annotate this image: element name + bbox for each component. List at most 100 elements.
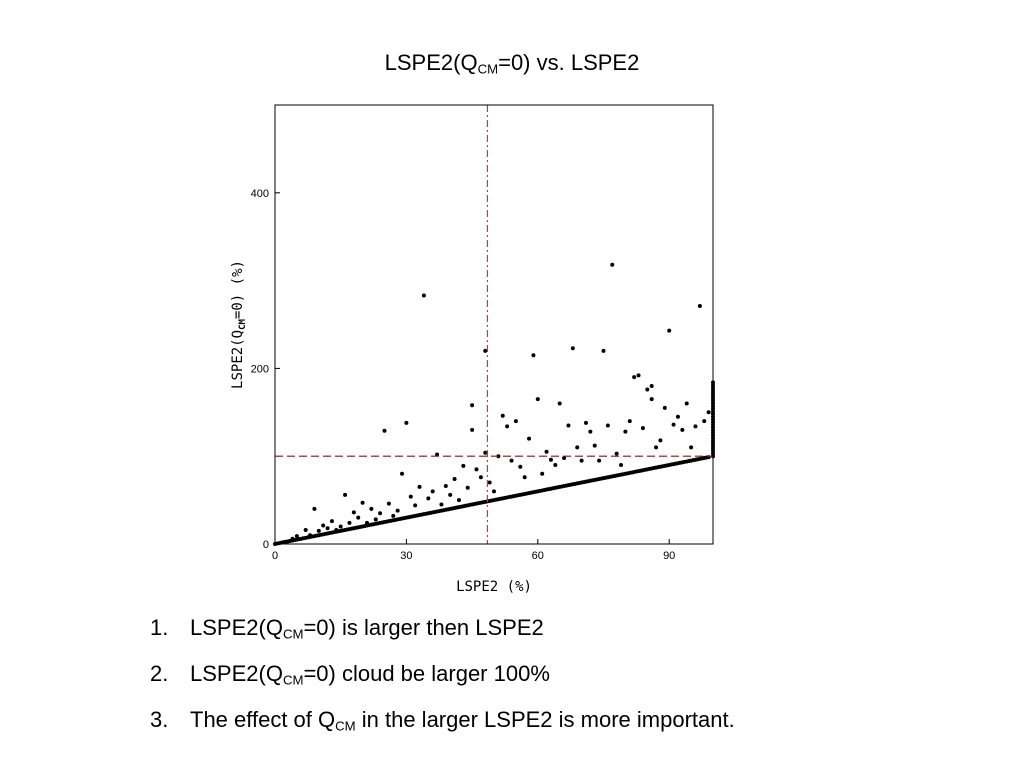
scatter-point xyxy=(544,449,549,454)
scatter-point xyxy=(680,427,685,432)
scatter-point xyxy=(404,420,409,425)
note-item: 1. LSPE2(QCM=0) is larger then LSPE2 xyxy=(150,615,544,642)
scatter-point xyxy=(408,494,413,499)
scatter-point xyxy=(570,346,575,351)
scatter-point xyxy=(548,457,553,462)
scatter-point xyxy=(395,508,400,513)
scatter-point xyxy=(456,498,461,503)
scatter-point xyxy=(356,515,361,520)
scatter-point xyxy=(308,533,313,538)
scatter-point xyxy=(483,348,488,353)
scatter-point xyxy=(697,304,702,309)
scatter-point xyxy=(316,528,321,533)
scatter-point xyxy=(483,450,488,455)
scatter-point xyxy=(443,484,448,489)
scatter-point xyxy=(487,480,492,485)
scatter-point xyxy=(527,436,532,441)
scatter-point xyxy=(640,426,645,431)
slide-title: LSPE2(QCM=0) vs. LSPE2 xyxy=(384,50,640,77)
scatter-point xyxy=(693,424,698,429)
scatter-point xyxy=(325,526,330,531)
scatter-point xyxy=(364,520,369,525)
scatter-point xyxy=(312,506,317,511)
scatter-point xyxy=(706,410,711,415)
scatter-point xyxy=(619,462,624,467)
scatter-point xyxy=(465,485,470,490)
notes-list: 1. LSPE2(QCM=0) is larger then LSPE2 2. LS… xyxy=(150,612,735,750)
scatter-point xyxy=(500,413,505,418)
scatter-point xyxy=(518,464,523,469)
scatter-point xyxy=(562,455,567,460)
scatter-point xyxy=(636,373,641,378)
note-item: 3. The effect of QCM in the larger LSPE2 … xyxy=(150,707,735,734)
scatter-chart: 0 30 60 90 0 200 400 LSPE2 (%) LSPE2(QCM=0) (… xyxy=(230,104,715,595)
scatter-point xyxy=(290,536,295,541)
scatter-point xyxy=(601,348,606,353)
scatter-point xyxy=(535,397,540,402)
y-axis-label: LSPE2(QCM=0) (%) xyxy=(230,260,248,389)
y-ticks: 0 200 400 xyxy=(251,188,280,551)
scatter-point xyxy=(675,414,680,419)
points-layer xyxy=(273,262,715,546)
scatter-point xyxy=(583,420,588,425)
scatter-point xyxy=(492,489,496,494)
scatter-point xyxy=(382,428,387,433)
scatter-point xyxy=(513,419,518,424)
scatter-point xyxy=(413,503,418,508)
scatter-point xyxy=(281,540,286,545)
scatter-point xyxy=(430,489,435,494)
scatter-point xyxy=(662,405,667,410)
y-tick-label: 200 xyxy=(251,363,269,375)
scatter-point xyxy=(329,519,334,524)
scatter-point xyxy=(557,401,562,406)
scatter-point xyxy=(623,429,628,434)
scatter-point xyxy=(689,445,694,450)
scatter-point xyxy=(575,445,580,450)
scatter-point xyxy=(509,458,514,463)
scatter-point xyxy=(658,438,663,443)
scatter-point xyxy=(505,424,510,429)
scatter-point xyxy=(478,475,483,480)
scatter-point xyxy=(435,452,440,457)
x-tick-label: 0 xyxy=(272,550,278,562)
scatter-point xyxy=(474,467,479,472)
scatter-point xyxy=(553,462,558,467)
scatter-point xyxy=(627,419,632,424)
y-tick-label: 0 xyxy=(263,539,269,551)
scatter-point xyxy=(294,534,299,539)
scatter-point xyxy=(588,429,593,434)
scatter-point xyxy=(540,471,545,476)
scatter-point xyxy=(334,527,339,532)
x-axis-label: LSPE2 (%) xyxy=(456,579,532,595)
scatter-point xyxy=(347,520,352,525)
scatter-point xyxy=(461,463,466,468)
scatter-point xyxy=(391,513,396,518)
scatter-point xyxy=(448,492,453,497)
x-tick-label: 90 xyxy=(663,550,675,562)
note-item: 2. LSPE2(QCM=0) cloud be larger 100% xyxy=(150,661,550,688)
scatter-point xyxy=(417,484,422,489)
scatter-point xyxy=(649,397,654,402)
scatter-point xyxy=(426,496,431,501)
scatter-point xyxy=(421,293,426,298)
scatter-point xyxy=(702,419,707,424)
scatter-point xyxy=(614,451,619,456)
scatter-point xyxy=(597,458,602,463)
scatter-point xyxy=(610,262,615,267)
scatter-point xyxy=(369,506,374,511)
y-tick-label: 400 xyxy=(251,188,269,200)
scatter-point xyxy=(531,353,536,358)
scatter-point xyxy=(684,401,689,406)
scatter-point xyxy=(343,492,348,497)
reference-lines xyxy=(275,105,713,544)
scatter-point xyxy=(649,383,654,388)
scatter-point xyxy=(579,458,584,463)
scatter-point xyxy=(645,387,650,392)
scatter-point xyxy=(338,524,343,529)
scatter-point xyxy=(400,471,405,476)
x-tick-label: 60 xyxy=(532,550,544,562)
scatter-point xyxy=(470,403,475,408)
scatter-point xyxy=(360,500,365,505)
scatter-point xyxy=(439,502,444,507)
scatter-point xyxy=(605,423,610,428)
